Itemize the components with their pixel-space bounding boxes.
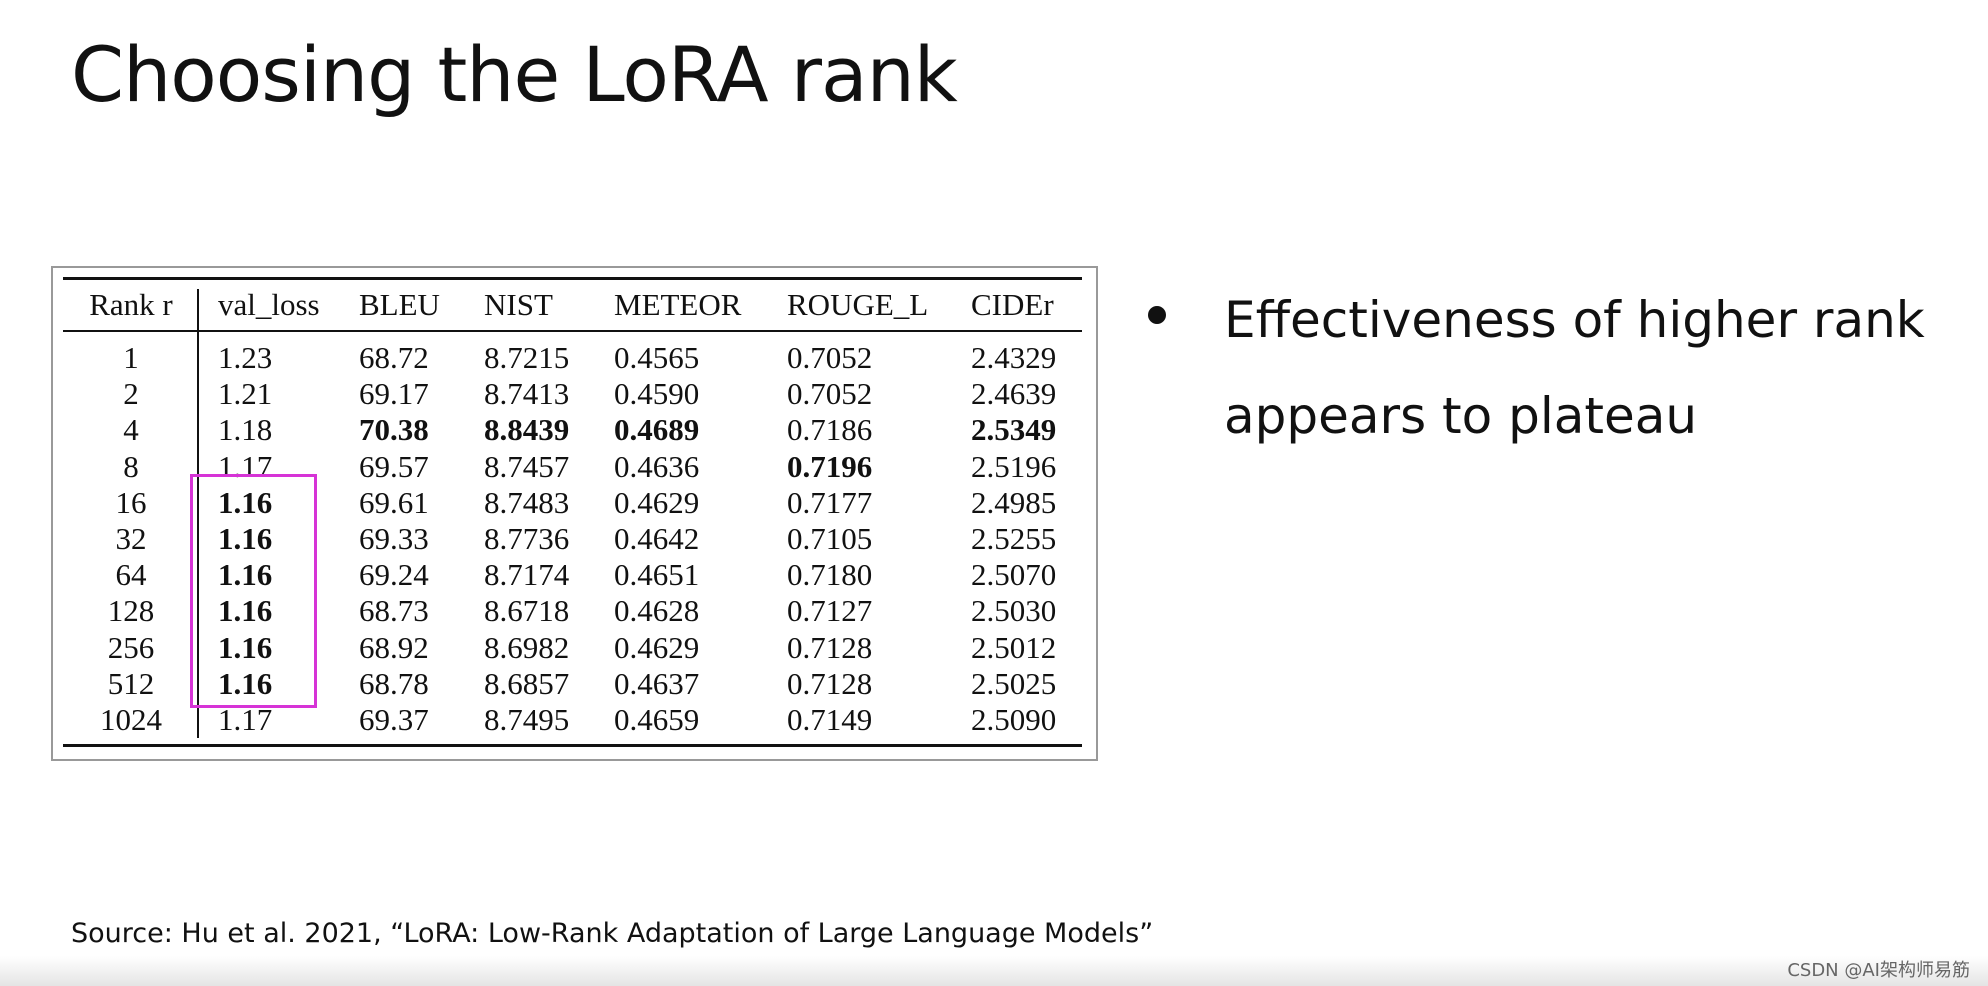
table-cell: 2.5070 bbox=[971, 557, 1057, 593]
table-frame bbox=[51, 266, 1098, 761]
table-cell: 0.7149 bbox=[787, 702, 873, 737]
slide-title: Choosing the LoRA rank bbox=[71, 30, 958, 119]
table-cell: 68.73 bbox=[359, 593, 429, 629]
table-cell: 1.21 bbox=[218, 376, 273, 412]
table-cell: 0.7128 bbox=[787, 665, 873, 701]
table-cell: 8.7483 bbox=[484, 484, 570, 520]
bullet-text: Effectiveness of higher rank appears to … bbox=[1224, 291, 1925, 445]
table-cell: 0.7196 bbox=[787, 448, 873, 484]
table-cell: 2.5012 bbox=[971, 629, 1057, 665]
table-cell: 1.16 bbox=[218, 484, 273, 520]
table-cell: 68.78 bbox=[359, 665, 429, 701]
highlight-box bbox=[190, 474, 317, 708]
table-cell: 0.4689 bbox=[614, 412, 700, 448]
column-header: CIDEr bbox=[971, 287, 1054, 322]
table-cell: 8.7495 bbox=[484, 702, 570, 737]
table-cell: 69.57 bbox=[359, 448, 429, 484]
table-cell: 8.7457 bbox=[484, 448, 570, 484]
table-cell: 70.38 bbox=[359, 412, 429, 448]
table-cell: 32 bbox=[115, 521, 147, 556]
table-cell: 0.7052 bbox=[787, 376, 873, 412]
table-cell: 2.4329 bbox=[971, 340, 1057, 375]
table-cell: 0.4629 bbox=[614, 484, 700, 520]
column-header: METEOR bbox=[614, 287, 742, 322]
table-cell: 2.4985 bbox=[971, 484, 1057, 520]
table-cell: 68.92 bbox=[359, 629, 429, 665]
table-cell: 512 bbox=[107, 665, 155, 701]
table-cell: 16 bbox=[115, 484, 147, 520]
column-header: ROUGE_L bbox=[787, 287, 929, 322]
table-cell: 1.16 bbox=[218, 557, 273, 593]
table-cell: 8.7174 bbox=[484, 557, 570, 593]
table-cell: 1024 bbox=[100, 702, 162, 737]
table-cell: 256 bbox=[107, 629, 155, 665]
table-cell: 2.5255 bbox=[971, 521, 1057, 556]
table-cell: 2 bbox=[123, 376, 139, 412]
bottom-rule bbox=[63, 744, 1082, 747]
table-cell: 0.7105 bbox=[787, 521, 873, 556]
table-cell: 0.7186 bbox=[787, 412, 873, 448]
table-cell: 8.8439 bbox=[484, 412, 570, 448]
table-cell: 0.4590 bbox=[614, 376, 700, 412]
column-separator bbox=[197, 289, 199, 738]
source-note: Source: Hu et al. 2021, “LoRA: Low-Rank … bbox=[71, 918, 1154, 949]
table-cell: 0.4637 bbox=[614, 665, 700, 701]
table-cell: 2.4639 bbox=[971, 376, 1057, 412]
table-cell: 8.6982 bbox=[484, 629, 570, 665]
column-header: Rank r bbox=[89, 287, 173, 322]
table-cell: 0.4628 bbox=[614, 593, 700, 629]
table-cell: 69.37 bbox=[359, 702, 429, 737]
table-cell: 8.7736 bbox=[484, 521, 570, 556]
table-cell: 1.16 bbox=[218, 521, 273, 556]
bullet-dot bbox=[1148, 306, 1166, 324]
top-rule bbox=[63, 277, 1082, 280]
table-cell: 0.7127 bbox=[787, 593, 873, 629]
table-cell: 0.4651 bbox=[614, 557, 700, 593]
table-cell: 1 bbox=[123, 340, 139, 375]
table-cell: 1.23 bbox=[218, 340, 273, 375]
table-cell: 1.16 bbox=[218, 593, 273, 629]
table-cell: 2.5030 bbox=[971, 593, 1057, 629]
table-cell: 1.17 bbox=[218, 448, 273, 484]
bottom-bar bbox=[0, 956, 1988, 986]
table-cell: 1.16 bbox=[218, 665, 273, 701]
table-cell: 0.4629 bbox=[614, 629, 700, 665]
table-cell: 1.18 bbox=[218, 412, 273, 448]
table-cell: 8.6857 bbox=[484, 665, 570, 701]
column-header: NIST bbox=[484, 287, 553, 322]
table-cell: 8.7413 bbox=[484, 376, 570, 412]
table-cell: 0.4636 bbox=[614, 448, 700, 484]
table-cell: 4 bbox=[123, 412, 139, 448]
table-cell: 69.61 bbox=[359, 484, 429, 520]
table-cell: 2.5090 bbox=[971, 702, 1057, 737]
watermark: CSDN @AI架构师易筋 bbox=[1787, 960, 1970, 981]
table-cell: 2.5349 bbox=[971, 412, 1057, 448]
table-cell: 64 bbox=[115, 557, 147, 593]
table-cell: 69.24 bbox=[359, 557, 429, 593]
table-cell: 0.7177 bbox=[787, 484, 873, 520]
table-cell: 8.6718 bbox=[484, 593, 570, 629]
table-cell: 8 bbox=[123, 448, 139, 484]
table-cell: 68.72 bbox=[359, 340, 429, 375]
table-cell: 0.7128 bbox=[787, 629, 873, 665]
table-cell: 0.4642 bbox=[614, 521, 700, 556]
table-cell: 128 bbox=[107, 593, 155, 629]
column-header: BLEU bbox=[359, 287, 440, 322]
table-cell: 0.4565 bbox=[614, 340, 700, 375]
column-header: val_loss bbox=[218, 287, 320, 322]
table-cell: 0.7052 bbox=[787, 340, 873, 375]
table-cell: 2.5196 bbox=[971, 448, 1057, 484]
table-cell: 69.17 bbox=[359, 376, 429, 412]
table-cell: 69.33 bbox=[359, 521, 429, 556]
table-cell: 0.7180 bbox=[787, 557, 873, 593]
table-cell: 8.7215 bbox=[484, 340, 570, 375]
table-cell: 2.5025 bbox=[971, 665, 1057, 701]
table-cell: 0.4659 bbox=[614, 702, 700, 737]
header-rule bbox=[63, 330, 1082, 332]
table-cell: 1.16 bbox=[218, 629, 273, 665]
